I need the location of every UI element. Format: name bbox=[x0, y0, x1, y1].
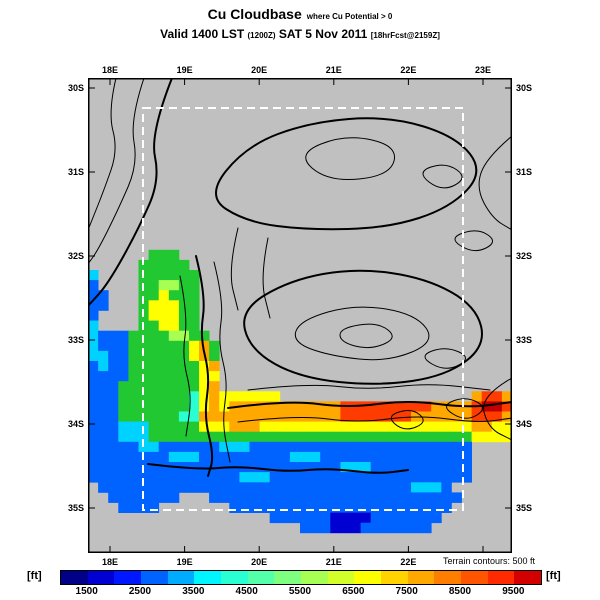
colorbar-value: 8500 bbox=[448, 586, 472, 597]
colorbar-value: 3500 bbox=[182, 586, 205, 597]
page-subtitle: where Cu Potential > 0 bbox=[306, 12, 393, 21]
valid-zulu: (1200Z) bbox=[247, 30, 276, 40]
colorbar-segment bbox=[381, 571, 408, 584]
lat-label-left: 30S bbox=[67, 83, 84, 93]
valid-fcst: [18hrFcst@2159Z] bbox=[370, 30, 440, 40]
lat-label-right: 30S bbox=[516, 83, 533, 93]
lat-label-right: 32S bbox=[516, 251, 533, 261]
lon-label-bottom: 22E bbox=[400, 557, 417, 567]
model-domain-box bbox=[142, 107, 464, 511]
lat-label-left: 32S bbox=[67, 251, 84, 261]
lat-label-right: 34S bbox=[516, 419, 533, 429]
colorbar-segment bbox=[434, 571, 462, 584]
valid-time: Valid 1400 LST bbox=[160, 26, 245, 41]
colorbar-value: 5500 bbox=[288, 586, 312, 597]
title-line: Cu Cloudbase where Cu Potential > 0 bbox=[0, 6, 600, 24]
colorbar-segment bbox=[487, 571, 515, 584]
colorbar-segment bbox=[461, 571, 488, 584]
colorbar-segment bbox=[514, 571, 542, 584]
lon-label-top: 20E bbox=[251, 65, 268, 75]
lon-label-top: 23E bbox=[474, 65, 491, 75]
colorbar-value: 9500 bbox=[502, 586, 525, 597]
colorbar-segment bbox=[247, 571, 275, 584]
colorbar-segment bbox=[407, 571, 435, 584]
colorbar-value: 1500 bbox=[75, 586, 98, 597]
valid-line: Valid 1400 LST (1200Z) SAT 5 Nov 2011 [1… bbox=[0, 27, 600, 42]
lon-label-top: 18E bbox=[101, 65, 118, 75]
colorbar-segment bbox=[301, 571, 328, 584]
colorbar-segment bbox=[141, 571, 168, 584]
colorbar bbox=[60, 570, 542, 585]
colorbar-segment bbox=[87, 571, 115, 584]
page-title: Cu Cloudbase bbox=[207, 6, 302, 22]
colorbar-segment bbox=[274, 571, 302, 584]
colorbar-value: 6500 bbox=[342, 586, 365, 597]
colorbar-value: 2500 bbox=[128, 586, 152, 597]
colorbar-segment bbox=[61, 571, 88, 584]
terrain-contour-lines bbox=[87, 77, 513, 477]
lon-label-bottom: 19E bbox=[176, 557, 193, 567]
colorbar-segment bbox=[221, 571, 248, 584]
colorbar-segment bbox=[114, 571, 142, 584]
terrain-contours-note: Terrain contours: 500 ft bbox=[439, 556, 538, 566]
colorbar-segment bbox=[194, 571, 222, 584]
header: Cu Cloudbase where Cu Potential > 0 Valid… bbox=[0, 6, 600, 42]
colorbar-value: 7500 bbox=[395, 586, 418, 597]
map-frame bbox=[87, 77, 513, 553]
valid-date: SAT 5 Nov 2011 bbox=[278, 26, 368, 41]
lat-label-right: 35S bbox=[516, 503, 533, 513]
colorbar-value: 4500 bbox=[235, 586, 258, 597]
lon-label-bottom: 18E bbox=[101, 557, 118, 567]
lat-label-left: 31S bbox=[67, 167, 84, 177]
axis-ticks bbox=[89, 79, 511, 552]
lat-label-left: 35S bbox=[67, 503, 84, 513]
colorbar-segment bbox=[327, 571, 355, 584]
map-canvas bbox=[87, 77, 513, 553]
colorbar-segment bbox=[354, 571, 382, 584]
colorbar-segment bbox=[167, 571, 195, 584]
lon-label-top: 21E bbox=[325, 65, 342, 75]
lat-label-left: 33S bbox=[67, 335, 84, 345]
lat-label-left: 34S bbox=[67, 419, 84, 429]
lon-label-top: 19E bbox=[176, 65, 193, 75]
unit-label-right: [ft] bbox=[546, 570, 561, 582]
map-border bbox=[88, 78, 512, 553]
lat-label-right: 33S bbox=[516, 335, 533, 345]
lon-label-top: 22E bbox=[400, 65, 417, 75]
lat-label-right: 31S bbox=[516, 167, 533, 177]
lon-label-bottom: 21E bbox=[325, 557, 342, 567]
unit-label-left: [ft] bbox=[27, 570, 42, 582]
lon-label-bottom: 20E bbox=[251, 557, 268, 567]
